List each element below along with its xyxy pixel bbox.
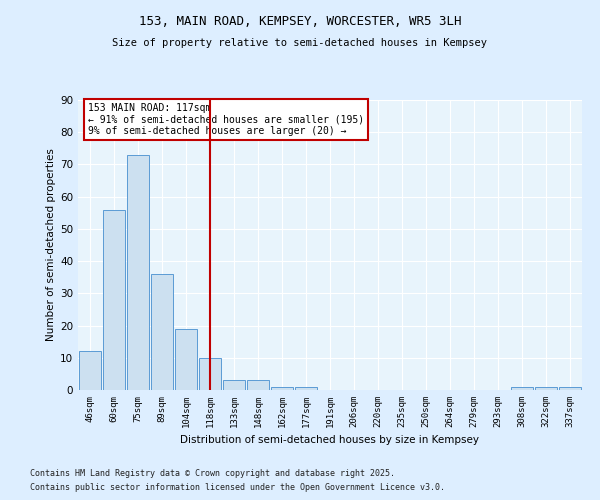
Text: Contains public sector information licensed under the Open Government Licence v3: Contains public sector information licen… [30,484,445,492]
Bar [559,387,581,390]
Text: 153 MAIN ROAD: 117sqm
← 91% of semi-detached houses are smaller (195)
9% of semi: 153 MAIN ROAD: 117sqm ← 91% of semi-deta… [88,103,364,136]
Bar [103,210,125,390]
X-axis label: Distribution of semi-detached houses by size in Kempsey: Distribution of semi-detached houses by … [181,436,479,446]
Bar [127,155,149,390]
Bar [175,329,197,390]
Text: 153, MAIN ROAD, KEMPSEY, WORCESTER, WR5 3LH: 153, MAIN ROAD, KEMPSEY, WORCESTER, WR5 … [139,15,461,28]
Y-axis label: Number of semi-detached properties: Number of semi-detached properties [46,148,56,342]
Bar [247,380,269,390]
Bar [79,352,101,390]
Bar [295,387,317,390]
Text: Contains HM Land Registry data © Crown copyright and database right 2025.: Contains HM Land Registry data © Crown c… [30,468,395,477]
Bar [151,274,173,390]
Bar [199,358,221,390]
Bar [535,387,557,390]
Bar [271,387,293,390]
Bar [223,380,245,390]
Text: Size of property relative to semi-detached houses in Kempsey: Size of property relative to semi-detach… [113,38,487,48]
Bar [511,387,533,390]
